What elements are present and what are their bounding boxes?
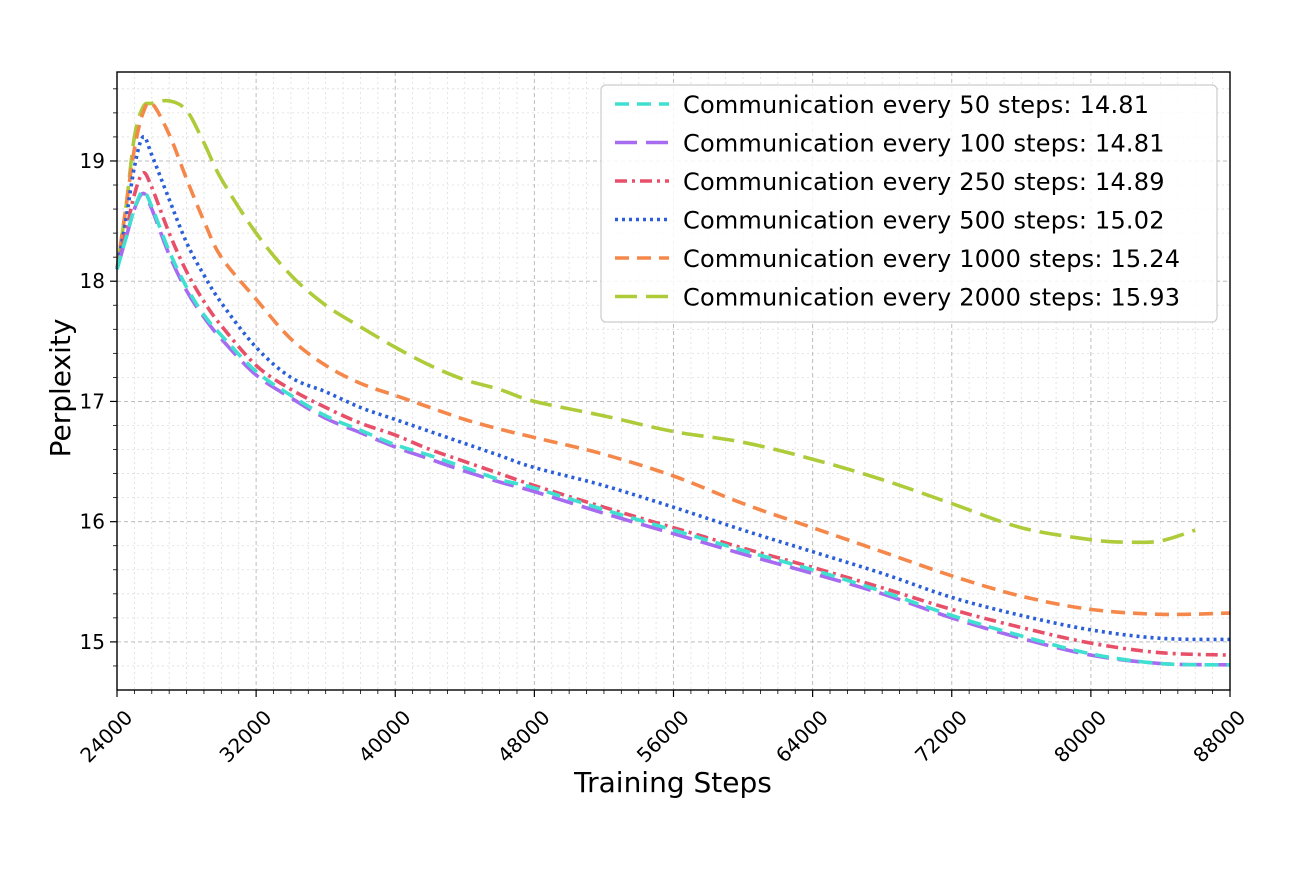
y-tick-label: 18: [80, 269, 105, 293]
x-tick-label: 88000: [1188, 705, 1250, 767]
legend-label: Communication every 100 steps: 14.81: [683, 130, 1165, 158]
x-tick-labels: 24000 32000 40000 48000 56000 64000 72000 80000…: [75, 705, 1250, 767]
series-line-4: [115, 100, 1231, 617]
y-tick-label: 15: [80, 630, 105, 654]
x-tick-label: 32000: [214, 705, 276, 767]
legend-label: Communication every 500 steps: 15.02: [683, 207, 1165, 235]
x-axis-title: Training Steps: [573, 766, 772, 799]
y-tick-label: 19: [80, 149, 105, 173]
legend-label: Communication every 50 steps: 14.81: [683, 91, 1149, 119]
y-tick-labels: 15 16 17 18 19: [80, 149, 105, 654]
series-line-3: [115, 134, 1231, 642]
x-tick-label: 48000: [493, 705, 555, 767]
y-axis-title: Perplexity: [44, 319, 77, 458]
legend-box: [600, 84, 1218, 323]
tick-marks: [110, 88, 1231, 697]
series-layer: [115, 98, 1231, 667]
x-tick-label: 80000: [1049, 705, 1111, 767]
legend-label: Communication every 250 steps: 14.89: [683, 168, 1165, 196]
series-line-2: [115, 171, 1231, 657]
x-tick-label: 24000: [75, 705, 137, 767]
legend: Communication every 50 steps: 14.81 Commu…: [600, 84, 1218, 323]
x-tick-label: 56000: [632, 705, 694, 767]
series-line-5: [115, 98, 1196, 545]
x-tick-label: 64000: [771, 705, 833, 767]
y-tick-label: 16: [80, 510, 105, 534]
legend-label: Communication every 2000 steps: 15.93: [683, 284, 1180, 312]
x-tick-label: 72000: [910, 705, 972, 767]
series-line-0: [115, 189, 1231, 667]
y-tick-label: 17: [80, 389, 105, 413]
legend-label: Communication every 1000 steps: 15.24: [683, 245, 1180, 273]
x-tick-label: 40000: [354, 705, 416, 767]
